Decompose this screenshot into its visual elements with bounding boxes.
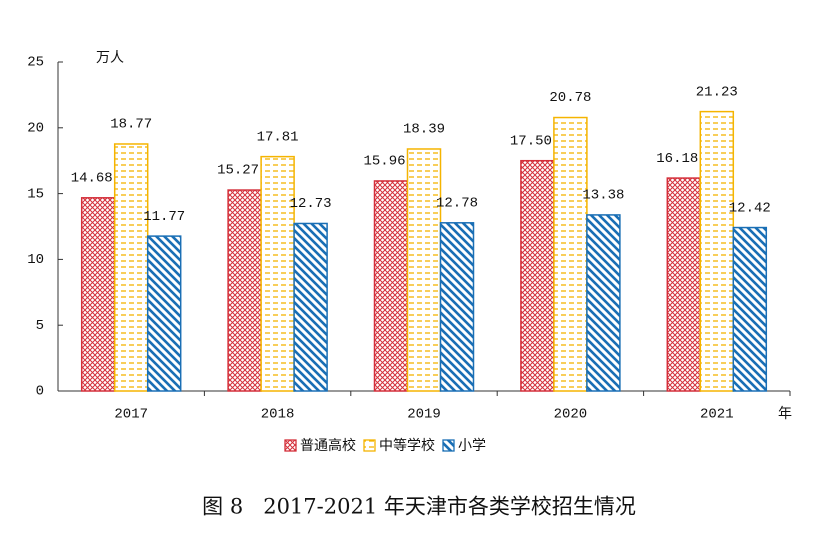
- bar: [732, 226, 768, 392]
- x-tick-label: 2019: [407, 407, 441, 423]
- value-label: 21.23: [696, 84, 738, 100]
- value-label: 13.38: [582, 188, 624, 204]
- y-axis-label: 万人: [96, 50, 124, 66]
- value-label: 16.18: [656, 151, 698, 167]
- bar: [146, 235, 182, 392]
- y-tick-label: 25: [27, 55, 44, 71]
- value-label: 11.77: [143, 209, 185, 225]
- legend-swatch: [284, 439, 297, 452]
- bar: [227, 189, 262, 392]
- y-tick-label: 5: [36, 318, 44, 334]
- chart-title: 图 8 2017-2021 年天津市各类学校招生情况: [202, 495, 636, 519]
- bar: [293, 222, 328, 392]
- legend-swatch: [442, 439, 455, 452]
- legend-label: 小学: [458, 438, 486, 454]
- bar: [699, 110, 735, 392]
- value-label: 12.73: [290, 196, 332, 212]
- value-label: 12.42: [729, 200, 771, 216]
- legend-label: 普通高校: [300, 437, 356, 454]
- bar: [406, 148, 442, 392]
- x-tick-label: 2020: [554, 407, 588, 423]
- x-tick-label: 2018: [261, 407, 295, 423]
- bar: [553, 116, 588, 392]
- bar: [586, 214, 621, 392]
- value-label: 18.39: [403, 122, 445, 138]
- bar: [260, 155, 295, 392]
- value-label: 14.68: [71, 171, 113, 187]
- value-label: 17.81: [257, 129, 299, 145]
- value-label: 18.77: [110, 117, 152, 133]
- y-tick-label: 10: [27, 252, 44, 268]
- value-label: 12.78: [436, 196, 478, 212]
- bar: [113, 143, 149, 392]
- x-axis-label: 年: [778, 406, 792, 422]
- bar: [439, 222, 475, 392]
- y-tick-label: 0: [36, 384, 44, 400]
- bar: [666, 177, 702, 392]
- x-tick-label: 2017: [114, 407, 148, 423]
- value-label: 15.96: [363, 154, 405, 170]
- bar: [373, 180, 409, 392]
- y-tick-label: 15: [27, 186, 44, 202]
- bar: [80, 197, 116, 392]
- y-tick-label: 20: [27, 121, 44, 137]
- value-label: 15.27: [217, 163, 259, 179]
- x-tick-label: 2021: [700, 407, 734, 423]
- value-label: 20.78: [549, 90, 591, 106]
- bar: [520, 159, 555, 392]
- value-label: 17.50: [510, 133, 552, 149]
- legend-swatch: [363, 439, 376, 452]
- legend-label: 中等学校: [379, 437, 435, 454]
